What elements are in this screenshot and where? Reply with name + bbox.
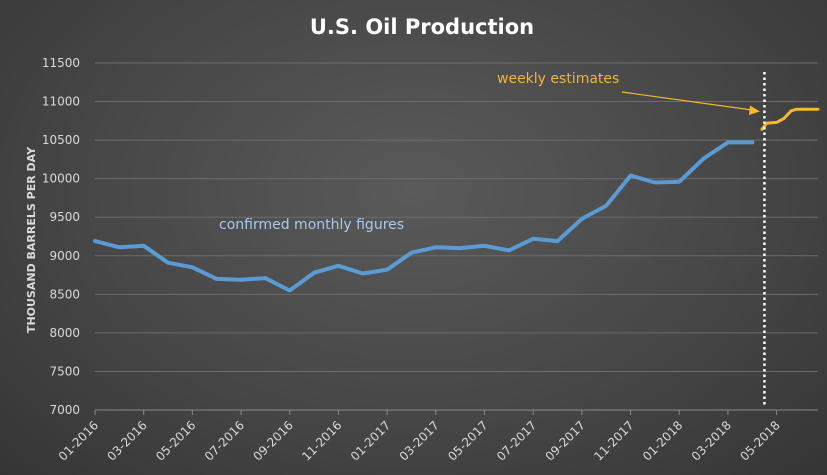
series-lines (93, 72, 820, 406)
x-tick-label: 05-2016 (153, 418, 198, 463)
chart-title: U.S. Oil Production (310, 15, 534, 39)
x-tick-label: 01-2017 (348, 418, 393, 463)
x-tick-label: 11-2017 (591, 418, 636, 463)
y-tick-label: 9500 (49, 210, 80, 224)
x-tick-label: 01-2018 (640, 418, 685, 463)
y-tick-label: 8000 (49, 326, 80, 340)
x-tick-label: 05-2017 (445, 418, 490, 463)
x-tick-label: 03-2016 (104, 418, 149, 463)
y-axis-label: THOUSAND BARRELS PER DAY (25, 146, 38, 333)
x-tick-label: 09-2017 (543, 418, 588, 463)
y-tick-label: 8500 (49, 287, 80, 301)
x-tick-label: 09-2016 (251, 418, 296, 463)
y-tick-label: 11500 (42, 56, 80, 70)
x-tick-label: 05-2018 (737, 418, 782, 463)
x-tick-label: 07-2017 (494, 418, 539, 463)
arrow-head-icon (749, 105, 760, 115)
x-tick-label: 03-2017 (397, 418, 442, 463)
gridlines (95, 62, 818, 411)
y-axis-ticks: 7000 7500 8000 8500 9000 9500 10000 10500 11000 1… (42, 56, 80, 417)
y-tick-label: 7000 (49, 403, 80, 417)
annotations: confirmed monthly figures weekly estimate… (219, 71, 760, 233)
y-tick-label: 7500 (49, 364, 80, 378)
monthly-series-line (93, 140, 755, 293)
weekly-series-line (760, 107, 820, 131)
x-axis-ticks: 01-2016 03-2016 05-2016 07-2016 09-2016 11-20… (56, 410, 783, 464)
y-tick-label: 10500 (42, 133, 80, 147)
x-tick-label: 01-2016 (56, 418, 101, 463)
y-tick-label: 9000 (49, 249, 80, 263)
weekly-arrow-line (621, 91, 753, 111)
x-tick-label: 03-2018 (689, 418, 734, 463)
weekly-annotation: weekly estimates (497, 71, 619, 87)
y-tick-label: 11000 (42, 95, 80, 109)
x-tick-label: 07-2016 (202, 418, 247, 463)
x-tick-label: 11-2016 (299, 418, 344, 463)
y-tick-label: 10000 (42, 172, 80, 186)
monthly-annotation: confirmed monthly figures (219, 217, 404, 233)
